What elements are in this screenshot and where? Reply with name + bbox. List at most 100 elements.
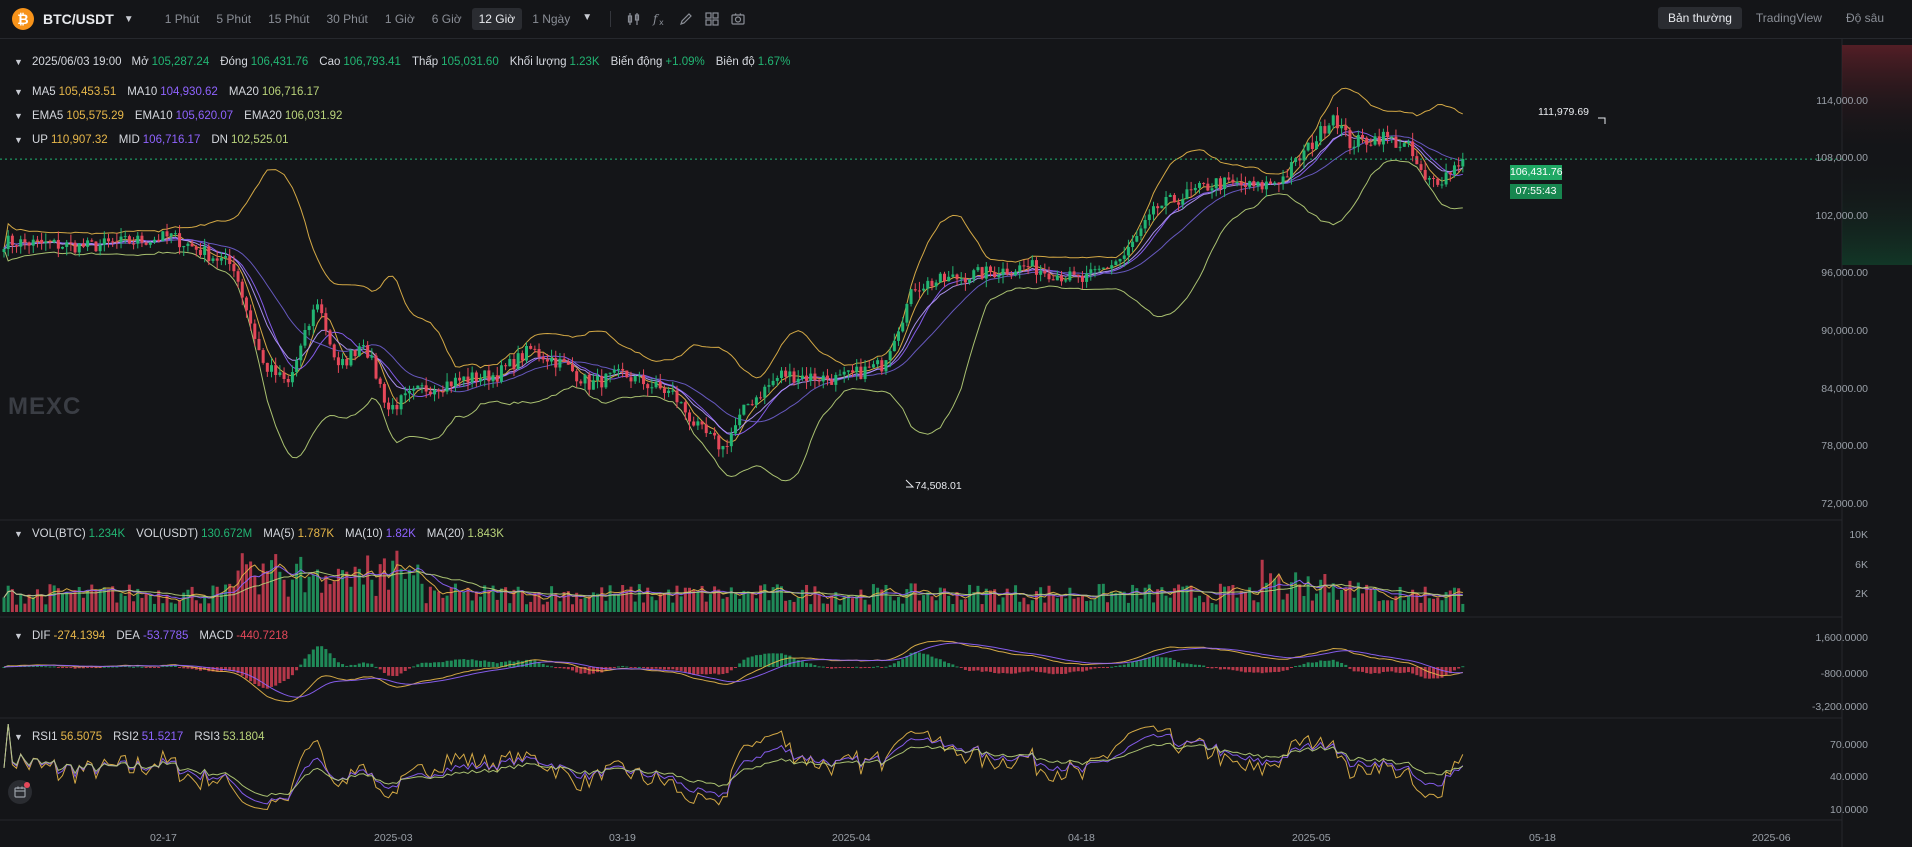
candle-body: [779, 370, 783, 379]
volume-bar: [1114, 592, 1118, 612]
bitcoin-icon: ₿: [12, 8, 34, 30]
candle-body: [1411, 141, 1415, 157]
candle-body: [1390, 136, 1394, 138]
volume-bar: [98, 588, 102, 612]
macd-bar: [905, 656, 909, 667]
interval-1h[interactable]: 1 Giờ: [384, 12, 415, 26]
candle-body: [968, 279, 972, 283]
volume-bar: [880, 589, 884, 612]
interval-1m[interactable]: 1 Phút: [164, 12, 200, 26]
candle-body: [1156, 206, 1160, 209]
draw-icon[interactable]: [673, 8, 699, 30]
candle-body: [86, 240, 90, 247]
interval-more-chevron-icon[interactable]: ▼: [582, 12, 593, 23]
macd-bar: [1156, 656, 1160, 667]
volume-bar: [437, 591, 441, 612]
boll-mid-value: 106,716.17: [142, 134, 201, 146]
chevron-down-icon[interactable]: ▼: [14, 135, 23, 145]
volume-bar: [1005, 588, 1009, 612]
chevron-down-icon[interactable]: ▼: [14, 631, 23, 641]
volume-bar: [997, 604, 1001, 612]
candle-body: [771, 380, 775, 386]
candle-body: [1448, 172, 1452, 175]
time-label: 02-17: [150, 832, 177, 844]
volume-bar: [688, 587, 692, 612]
candle-body: [825, 375, 829, 380]
macd-bar: [1160, 657, 1164, 667]
candle-body: [1248, 181, 1252, 187]
candle-body: [558, 358, 562, 368]
layout-icon[interactable]: [699, 8, 725, 30]
screenshot-icon[interactable]: [725, 8, 751, 30]
chevron-down-icon[interactable]: ▼: [14, 87, 23, 97]
chevron-down-icon[interactable]: ▼: [14, 529, 23, 539]
boll-upper-line: [3, 87, 1463, 379]
vol-usdt-value: 130.672M: [201, 528, 253, 540]
candle-body: [876, 360, 880, 365]
candle-body: [395, 405, 399, 410]
view-tradingview[interactable]: TradingView: [1755, 11, 1822, 25]
candle-body: [683, 402, 687, 413]
macd-bar: [399, 667, 403, 674]
interval-tabs: 1 Phút 5 Phút 15 Phút 30 Phút 1 Giờ 6 Gi…: [158, 8, 592, 30]
chevron-down-icon[interactable]: ▼: [14, 732, 23, 742]
interval-15m[interactable]: 15 Phút: [268, 12, 310, 26]
candle-body: [1189, 189, 1193, 191]
chevron-down-icon[interactable]: ▼: [14, 57, 23, 67]
volume-bar: [1185, 585, 1189, 612]
macd-value: -440.7218: [236, 630, 289, 642]
macd-bar: [1448, 667, 1452, 674]
macd-bar: [959, 667, 963, 669]
candle-body: [278, 372, 282, 376]
rsi2-value: 51.5217: [141, 731, 184, 743]
volume-bar: [303, 592, 307, 612]
candle-body: [1118, 258, 1122, 262]
symbol-selector[interactable]: BTC/USDT: [43, 11, 114, 27]
volume-bar: [270, 560, 274, 612]
interval-5m[interactable]: 5 Phút: [216, 12, 252, 26]
volume-bar: [458, 591, 462, 612]
chevron-down-icon[interactable]: ▼: [123, 13, 134, 25]
view-basic[interactable]: Bản thường: [1657, 7, 1742, 29]
volume-bar: [1018, 601, 1022, 612]
macd-bar: [596, 667, 600, 673]
interval-1d[interactable]: 1 Ngày: [532, 12, 571, 26]
candle-body: [148, 242, 152, 245]
chevron-down-icon[interactable]: ▼: [14, 111, 23, 121]
macd-bar: [1331, 659, 1335, 667]
candle-body: [767, 385, 771, 387]
candle-body: [734, 425, 737, 434]
macd-bar: [1423, 667, 1427, 679]
macd-bar: [1206, 667, 1210, 668]
volume-bar: [1461, 603, 1465, 612]
candle-type-icon[interactable]: [621, 8, 647, 30]
macd-bar: [77, 667, 81, 669]
macd-bar: [980, 667, 984, 672]
candle-body: [1001, 268, 1005, 276]
volume-bar: [1448, 590, 1452, 612]
candle-body: [570, 364, 574, 372]
volume-bar: [382, 558, 386, 612]
candle-body: [704, 424, 708, 434]
interval-6h[interactable]: 6 Giờ: [431, 12, 462, 26]
macd-bar: [52, 666, 56, 668]
candle-body: [453, 377, 457, 387]
volume-bar: [412, 575, 416, 612]
interval-30m[interactable]: 30 Phút: [326, 12, 368, 26]
candle-body: [951, 274, 955, 277]
macd-bar: [541, 663, 545, 667]
macd-bar: [679, 667, 683, 671]
view-depth[interactable]: Độ sâu: [1845, 11, 1884, 25]
candle-body: [370, 355, 374, 358]
candle-body: [123, 236, 127, 238]
price-chart[interactable]: [0, 39, 1912, 847]
volume-bar: [466, 587, 470, 612]
candle-body: [107, 238, 110, 242]
macd-bar: [1298, 665, 1302, 667]
interval-12h[interactable]: 12 Giờ: [471, 8, 523, 30]
volume-bar: [1289, 582, 1293, 612]
alert-icon[interactable]: [8, 780, 32, 804]
macd-bar: [487, 661, 491, 667]
candle-body: [462, 376, 466, 381]
